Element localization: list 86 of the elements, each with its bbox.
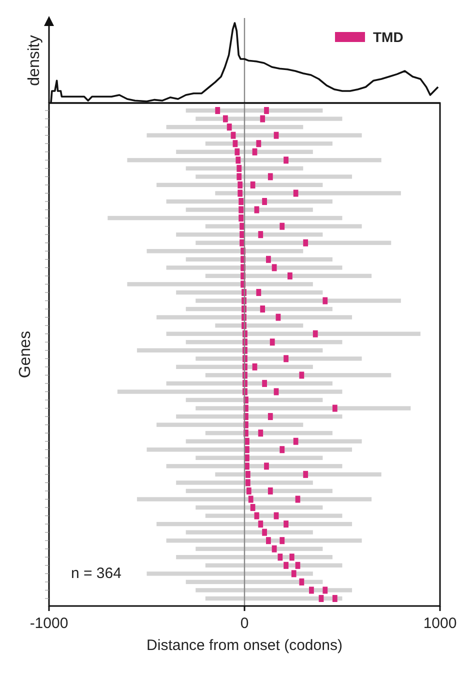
bar [156,422,304,427]
y-axis-title: density [26,35,43,86]
bar [274,132,279,139]
bar [136,348,323,352]
bar [196,174,352,179]
bar [312,330,318,338]
x-tick-label: -1000 [30,615,68,632]
bar [272,264,277,272]
bar [262,380,267,387]
bar [293,438,298,445]
bar [295,496,300,503]
bar [332,594,338,602]
bar [196,298,401,303]
bar [196,546,323,551]
bar [266,256,271,263]
bar [196,116,342,121]
bar [186,166,304,171]
bar [299,372,304,379]
bar [186,530,313,534]
bar [156,315,352,320]
bar [289,554,294,561]
bar [268,413,273,420]
y-axis-title: Genes [17,330,34,378]
bar [176,480,313,485]
bar [258,231,264,238]
bar [215,191,401,196]
bar [254,206,260,214]
bar [186,208,313,212]
bar [284,520,288,528]
bar [309,586,314,594]
bar [322,297,328,304]
bar [146,133,362,138]
bar [166,124,304,130]
bar [293,190,298,197]
bar [196,456,323,460]
bar [215,107,220,114]
legend-label: TMD [373,29,404,45]
bar [186,398,323,402]
bar [280,446,285,454]
bar [205,224,362,228]
bar [117,390,342,394]
x-tick-label: 1000 [423,615,457,632]
bar [264,462,269,470]
bar [196,406,411,410]
bar [288,272,292,280]
bar [127,282,313,286]
bar [166,332,420,336]
bar [268,487,273,494]
bar [270,338,275,346]
bar [274,388,279,396]
bar [276,314,281,321]
x-tick-label: 0 [240,615,249,632]
bar [146,448,352,452]
bar [332,404,338,412]
bar [303,470,308,478]
bar [166,266,342,270]
bar [284,156,288,164]
bar [186,439,362,444]
bar [250,181,256,188]
bar [127,158,382,162]
bar [284,562,288,569]
bar [299,578,304,586]
bar [252,363,258,370]
bar [260,305,266,313]
bar [196,240,392,245]
bar [146,572,313,576]
bar [303,239,308,246]
bar [258,430,264,437]
annotation: n = 364 [71,565,122,582]
bar [146,249,304,254]
bar [186,580,323,584]
bar [278,554,283,561]
bar [280,537,285,544]
bar [280,222,285,230]
bar [262,198,267,206]
bar [274,512,279,520]
bar [205,373,392,378]
bar [268,173,273,180]
x-axis-title: Distance from onset (codons) [146,637,342,654]
bar [136,497,372,502]
bar [196,505,323,510]
bar [166,464,342,468]
bar [108,216,342,220]
bar [256,288,262,296]
bar [284,355,288,362]
bar [272,545,277,552]
